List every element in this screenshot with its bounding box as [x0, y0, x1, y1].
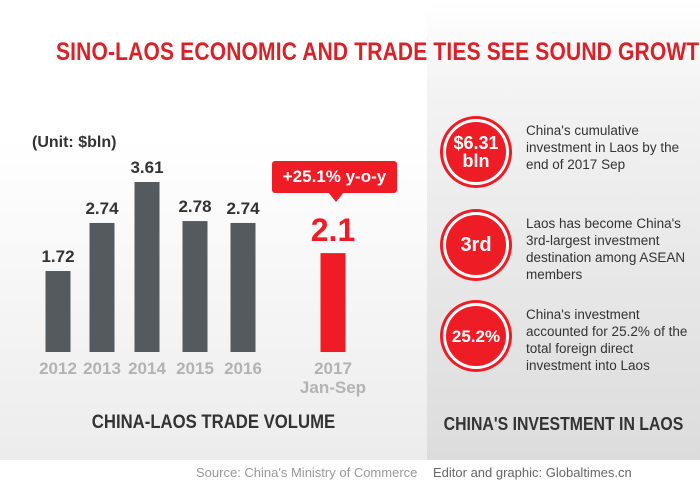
chart-caption: CHINA-LAOS TRADE VOLUME — [91, 412, 336, 433]
investment-item-cumulative: $6.31 bln China's cumulative investment … — [446, 122, 696, 192]
x-tick-label: 2012 — [39, 359, 77, 378]
investment-item-share: 25.2% China's investment accounted for 2… — [446, 306, 696, 376]
chart-unit-label: (Unit: $bln) — [32, 134, 117, 151]
bar-2014 — [134, 182, 160, 352]
source-note: Source: China's Ministry of Commerce — [196, 465, 418, 480]
bar-value-label: 2.78 — [178, 197, 211, 216]
bar-2017-Jan-Sep — [320, 253, 346, 352]
badge-value: 3rd — [460, 234, 492, 256]
bar-2015 — [182, 221, 208, 352]
yoy-callout: +25.1% y-o-y — [272, 161, 397, 202]
x-tick-label: 2017 Jan-Sep — [300, 359, 366, 397]
investment-description: Laos has become China's 3rd-largest inve… — [526, 216, 686, 282]
x-tick-label: 2015 — [176, 359, 214, 378]
footer-bar — [0, 460, 700, 488]
investment-item-rank: 3rd Laos has become China's 3rd-largest … — [446, 215, 696, 285]
bar-value-label: 3.61 — [130, 158, 163, 177]
trade-volume-chart: 1.72 2012 2.74 2013 3.61 2014 2.78 2015 2.74 2016… — [39, 158, 366, 397]
investment-description: China's investment accounted for 25.2% o… — [526, 307, 688, 373]
bar-2013 — [89, 222, 115, 352]
badge-circle: 3rd — [446, 215, 506, 275]
badge-value: 25.2% — [451, 326, 501, 346]
bar-value-label: 2.74 — [85, 199, 119, 218]
x-tick-label: 2013 — [83, 359, 121, 378]
x-tick-label: 2016 — [224, 359, 262, 378]
x-tick-label: 2014 — [128, 359, 166, 378]
credit-note: Editor and graphic: Globaltimes.cn — [433, 465, 632, 480]
bar-value-label: 2.1 — [311, 212, 355, 248]
left-panel-background — [0, 0, 427, 460]
investment-caption: CHINA'S INVESTMENT IN LAOS — [443, 414, 684, 434]
bar-2012 — [45, 271, 71, 352]
bar-value-label: 1.72 — [41, 247, 74, 266]
badge-circle: $6.31 bln — [446, 122, 506, 182]
badge-value: $6.31 bln — [453, 133, 499, 171]
badge-circle: 25.2% — [446, 306, 506, 366]
page-title: SINO-LAOS ECONOMIC AND TRADE TIES SEE SO… — [56, 38, 700, 66]
bar-2016 — [230, 222, 256, 352]
investment-description: China's cumulative investment in Laos by… — [526, 123, 680, 172]
bar-value-label: 2.74 — [226, 199, 260, 218]
